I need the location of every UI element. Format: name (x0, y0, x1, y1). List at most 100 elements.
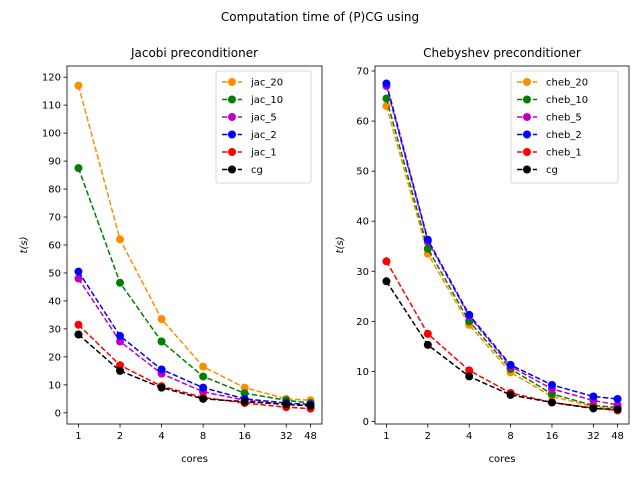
jacobi-legend-swatch-marker (228, 148, 236, 156)
chebyshev-series-5-point (423, 340, 432, 349)
jacobi-y-tick-label: 100 (42, 129, 61, 140)
chebyshev-legend-swatch-marker (523, 165, 531, 174)
jacobi-legend-label: jac_10 (250, 95, 283, 106)
jacobi-series-5-point (282, 400, 291, 409)
chebyshev-legend-label: cg (546, 165, 558, 176)
chebyshev-series-5-point (613, 405, 622, 414)
chebyshev-y-tick-label: 10 (356, 367, 369, 378)
jacobi-series-1-point (74, 164, 83, 173)
chebyshev-series-4-point (465, 366, 474, 375)
chebyshev-series-3-point (506, 360, 515, 369)
jacobi-series-3-point (116, 331, 125, 340)
chebyshev-series-1-point (382, 94, 391, 103)
chebyshev-series-5-point (382, 277, 391, 286)
chebyshev-series-1-point (423, 244, 432, 253)
jacobi-y-tick-label: 10 (48, 380, 61, 391)
chebyshev-series-group (382, 79, 622, 415)
jacobi-series-5-point (306, 401, 315, 410)
jacobi-series-5-point (74, 330, 83, 339)
chebyshev-legend-swatch-marker (523, 78, 531, 86)
chebyshev-legend-label: cheb_2 (546, 130, 582, 141)
jacobi-legend-swatch-marker (228, 165, 236, 174)
jacobi-y-tick-label: 90 (48, 157, 61, 168)
jacobi-y-tick-label: 40 (48, 296, 61, 307)
jacobi-y-tick-label: 30 (48, 324, 61, 335)
jacobi-y-tick-label: 120 (42, 73, 61, 84)
chebyshev-series-line-5 (385, 280, 618, 411)
figure-suptitle: Computation time of (P)CG using (221, 10, 419, 24)
jacobi-series-line-1 (77, 167, 311, 404)
chebyshev-legend-label: cheb_1 (546, 148, 582, 159)
chebyshev-legend-box (510, 70, 619, 184)
jacobi-series-1-point (157, 337, 166, 346)
chebyshev-series-3-point (382, 79, 391, 88)
jacobi-y-tick-label: 0 (55, 408, 61, 419)
jacobi-series-group (74, 81, 315, 413)
chebyshev-series-3-point (613, 394, 622, 403)
jacobi-legend-swatch-marker (228, 78, 236, 86)
jacobi-y-tick-label: 50 (48, 268, 61, 279)
jacobi-legend-label: jac_2 (250, 130, 277, 141)
jacobi-x-tick-label: 16 (238, 431, 251, 442)
chebyshev-y-tick-label: 20 (356, 317, 369, 328)
chebyshev-y-tick-label: 60 (356, 117, 369, 128)
jacobi-legend-label: jac_5 (250, 113, 277, 124)
jacobi-series-4-point (116, 361, 125, 370)
jacobi-series-0-point (74, 81, 83, 90)
jacobi-y-tick-label: 110 (42, 101, 61, 112)
jacobi-series-0-point (240, 383, 249, 392)
jacobi-series-2-point (116, 337, 125, 346)
chebyshev-x-tick-label: 4 (466, 431, 472, 442)
chebyshev-series-3-point (465, 310, 474, 319)
jacobi-series-line-2 (77, 278, 311, 407)
jacobi-series-0-point (116, 235, 125, 244)
chebyshev-series-3-point (589, 392, 598, 401)
chebyshev-legend-swatch-marker (523, 95, 531, 104)
chebyshev-y-tick-label: 50 (356, 167, 369, 178)
chebyshev-series-5-point (506, 390, 515, 399)
jacobi-x-tick-label: 2 (117, 431, 123, 442)
jacobi-y-tick-label: 20 (48, 352, 61, 363)
chebyshev-y-tick-label: 0 (363, 417, 369, 428)
jacobi-series-0-point (199, 362, 208, 371)
chebyshev-series-5-point (589, 404, 598, 413)
jacobi-series-2-point (74, 274, 83, 283)
chebyshev-legend-label: cheb_10 (546, 95, 588, 106)
jacobi-x-tick-label: 4 (158, 431, 164, 442)
jacobi-series-4-point (74, 320, 83, 329)
chebyshev-axes-frame (374, 65, 630, 425)
jacobi-series-1-point (116, 278, 125, 287)
jacobi-x-tick-label: 48 (304, 431, 317, 442)
chebyshev-y-tick-label: 70 (356, 67, 369, 78)
jacobi-legend-label: jac_1 (250, 148, 277, 159)
chebyshev-series-4-point (382, 257, 391, 266)
jacobi-x-tick-label: 1 (75, 431, 81, 442)
jacobi-legend-label: cg (251, 165, 263, 176)
chebyshev-series-5-point (465, 372, 474, 381)
chebyshev-x-tick-label: 8 (507, 431, 513, 442)
chebyshev-series-3-point (547, 380, 556, 389)
jacobi-series-3-point (74, 267, 83, 276)
chebyshev-legend-swatch-marker (523, 148, 531, 156)
chebyshev-legend: cheb_20 cheb_10 cheb_5 cheb_2 cheb_1cg (510, 70, 619, 184)
chebyshev-x-tick-label: 2 (425, 431, 431, 442)
jacobi-y-axis-label: t(s) (19, 237, 30, 254)
jacobi-legend-label: jac_20 (250, 78, 283, 89)
chebyshev-x-axis-label: cores (489, 454, 516, 465)
jacobi-panel-title: Jacobi preconditioner (130, 46, 258, 60)
jacobi-series-1-point (199, 372, 208, 381)
chebyshev-legend-swatch-marker (523, 130, 531, 139)
jacobi-x-axis-label: cores (181, 454, 208, 465)
chebyshev-x-tick-label: 16 (546, 431, 559, 442)
chebyshev-y-axis-label: t(s) (335, 237, 346, 254)
jacobi-series-5-point (199, 394, 208, 403)
jacobi-series-line-3 (77, 271, 311, 406)
chebyshev-series-3-point (423, 235, 432, 244)
jacobi-x-tick-label: 8 (200, 431, 206, 442)
chebyshev-legend-label: cheb_5 (546, 113, 582, 124)
jacobi-legend-swatch-marker (228, 130, 236, 139)
jacobi-series-5-point (240, 397, 249, 406)
jacobi-series-1-point (240, 389, 249, 398)
